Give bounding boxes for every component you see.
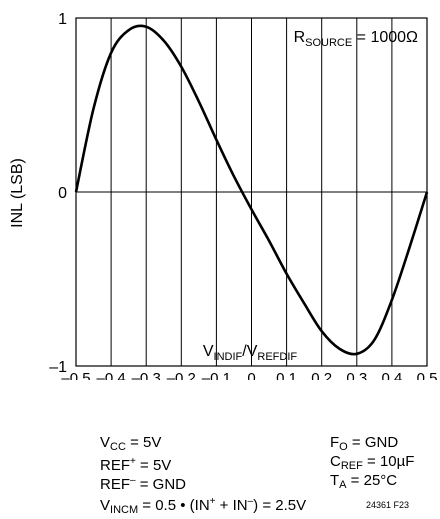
x-tick-labels: –0.5 –0.4 –0.3 –0.2 –0.1 0 0.1 0.2 0.3 0.4 0.5 xyxy=(61,370,437,380)
x-tick-label: –0.2 xyxy=(167,370,196,380)
source-resistance-annotation: RSOURCE = 1000Ω xyxy=(294,29,418,49)
inl-chart: 1 0 –1 –0.5 –0.4 –0.3 –0.2 –0.1 0 0.1 0.2 0.3 0.4 0.… xyxy=(9,11,437,380)
condition-cref: CREF = 10µF xyxy=(330,453,415,472)
y-tick-label: 1 xyxy=(58,11,67,28)
figure-id: 24361 F23 xyxy=(366,500,410,510)
condition-fo: FO = GND xyxy=(330,434,399,453)
x-tick-label: 0.4 xyxy=(381,370,402,380)
x-tick-label: 0 xyxy=(247,370,255,380)
x-tick-label: –0.5 xyxy=(61,370,90,380)
x-tick-label: –0.3 xyxy=(132,370,161,380)
x-tick-label: 0.2 xyxy=(311,370,332,380)
condition-ta: TA = 25°C xyxy=(330,472,398,491)
x-tick-label: 0.3 xyxy=(346,370,367,380)
x-axis-label: VINDIF/VREFDIF xyxy=(203,343,298,363)
y-axis-label: INL (LSB) xyxy=(9,158,26,228)
x-tick-label: 0.1 xyxy=(276,370,297,380)
x-tick-label: –0.1 xyxy=(202,370,231,380)
y-tick-label: –1 xyxy=(49,359,67,376)
inl-curve xyxy=(74,24,429,356)
condition-ref-minus: REF– = GND xyxy=(100,475,186,493)
condition-vcc: VCC = 5V xyxy=(100,434,162,453)
y-tick-label: 0 xyxy=(58,185,67,202)
y-tick-labels: 1 0 –1 xyxy=(49,11,67,376)
x-tick-label: –0.4 xyxy=(96,370,125,380)
condition-ref-plus: REF+ = 5V xyxy=(100,456,172,474)
condition-vincm: VINCM = 0.5 • (IN+ + IN–) = 2.5V xyxy=(100,496,307,516)
x-tick-label: 0.5 xyxy=(417,370,438,380)
